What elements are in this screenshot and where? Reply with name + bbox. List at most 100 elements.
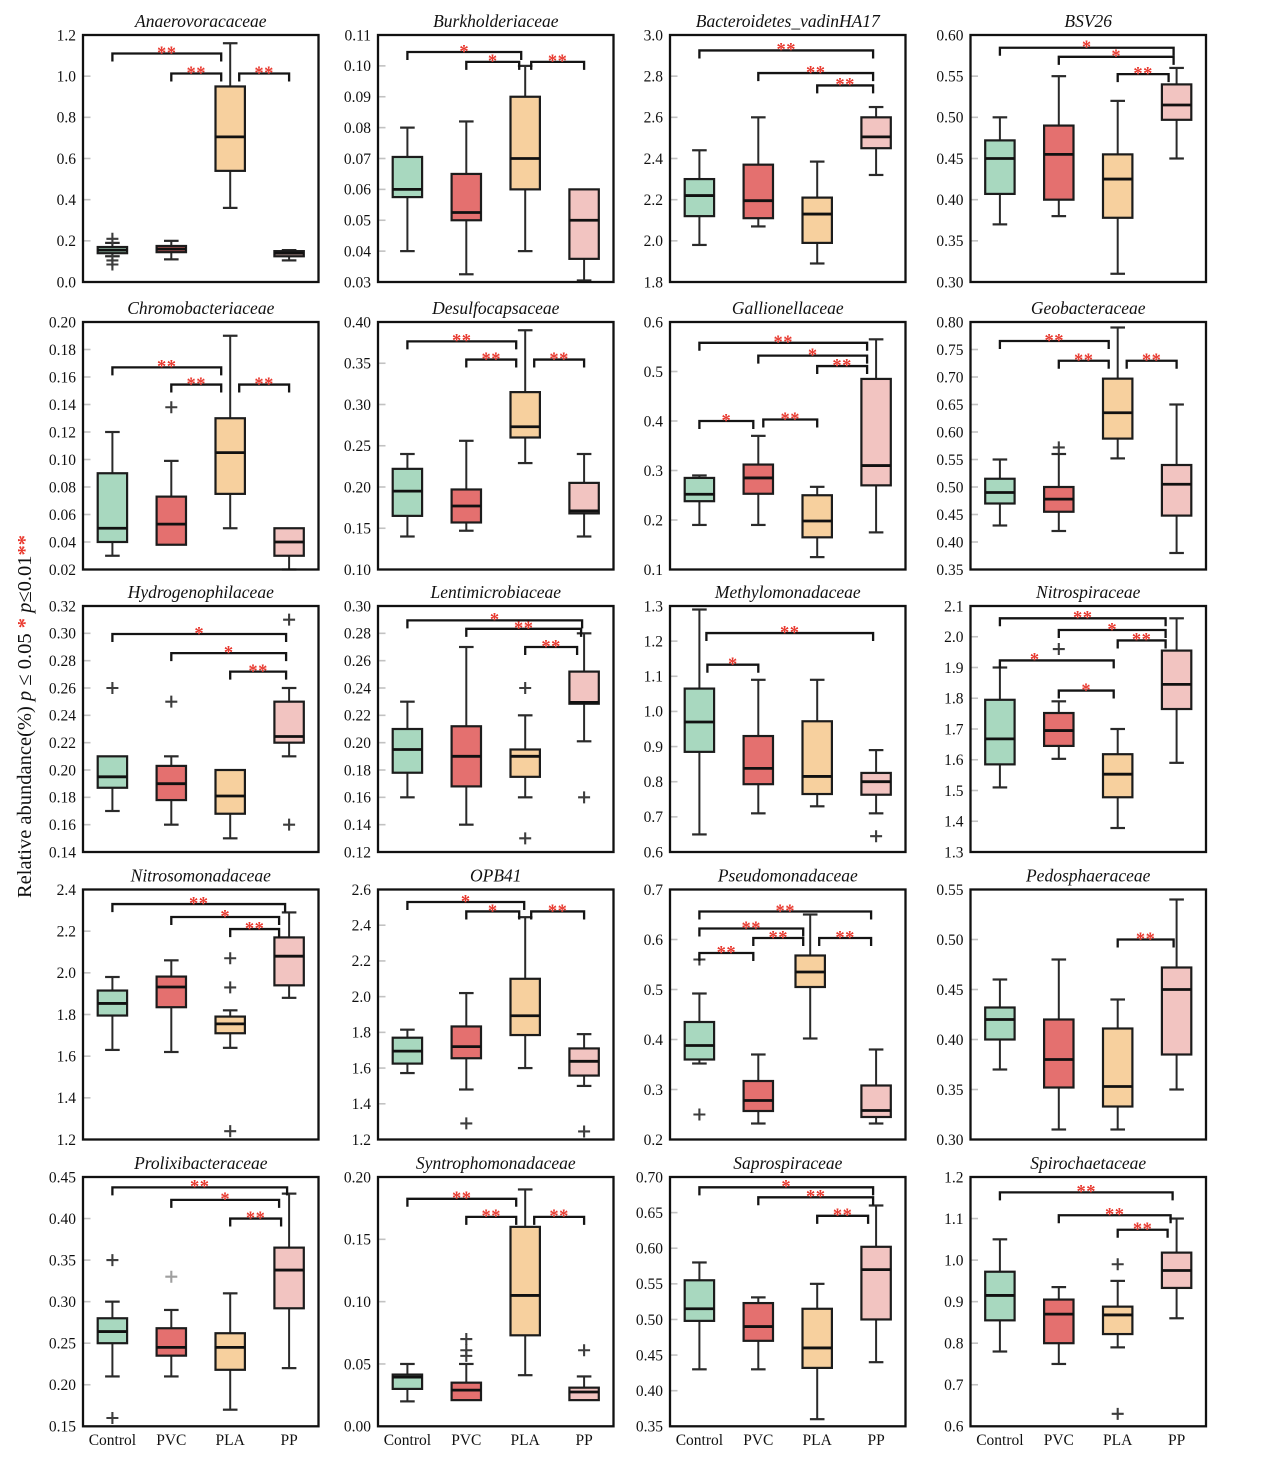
svg-text:**: ** bbox=[1073, 609, 1093, 629]
svg-text:PVC: PVC bbox=[156, 1432, 186, 1449]
svg-text:0.7: 0.7 bbox=[644, 882, 664, 899]
svg-text:0.20: 0.20 bbox=[344, 479, 371, 496]
svg-text:PLA: PLA bbox=[803, 1432, 833, 1449]
svg-text:0.08: 0.08 bbox=[49, 479, 76, 496]
svg-text:0.4: 0.4 bbox=[644, 1032, 664, 1049]
svg-text:0.00: 0.00 bbox=[344, 1419, 371, 1436]
svg-text:0.30: 0.30 bbox=[936, 274, 963, 291]
svg-text:Burkholderiaceae: Burkholderiaceae bbox=[433, 11, 559, 31]
svg-text:0.28: 0.28 bbox=[344, 626, 371, 643]
svg-text:0.45: 0.45 bbox=[49, 1169, 76, 1186]
svg-text:0.8: 0.8 bbox=[57, 110, 77, 127]
svg-text:**: ** bbox=[1074, 351, 1094, 371]
svg-text:*: * bbox=[488, 902, 498, 922]
svg-text:Nitrosomonadaceae: Nitrosomonadaceae bbox=[130, 866, 272, 886]
svg-text:2.2: 2.2 bbox=[352, 953, 371, 970]
svg-text:**: ** bbox=[776, 41, 796, 61]
svg-text:0.4: 0.4 bbox=[644, 413, 664, 430]
svg-text:**: ** bbox=[742, 919, 762, 939]
svg-text:0.40: 0.40 bbox=[936, 192, 963, 209]
svg-text:0.24: 0.24 bbox=[344, 680, 371, 697]
svg-text:0.14: 0.14 bbox=[344, 817, 371, 834]
svg-text:0.10: 0.10 bbox=[344, 562, 371, 579]
svg-text:**: ** bbox=[157, 358, 177, 378]
svg-text:0.04: 0.04 bbox=[49, 534, 76, 551]
svg-text:0.10: 0.10 bbox=[49, 452, 76, 469]
svg-text:0.20: 0.20 bbox=[49, 1377, 76, 1394]
svg-text:0.12: 0.12 bbox=[344, 844, 371, 861]
svg-text:**: ** bbox=[717, 943, 737, 963]
svg-text:*: * bbox=[1030, 651, 1040, 671]
svg-text:0.65: 0.65 bbox=[636, 1205, 663, 1222]
svg-text:0.6: 0.6 bbox=[644, 844, 664, 861]
svg-text:0.16: 0.16 bbox=[49, 369, 76, 386]
svg-text:2.4: 2.4 bbox=[644, 151, 664, 168]
svg-text:**: ** bbox=[773, 333, 793, 353]
svg-text:0.4: 0.4 bbox=[57, 192, 77, 209]
svg-text:0.8: 0.8 bbox=[644, 774, 664, 791]
svg-text:PP: PP bbox=[867, 1432, 884, 1449]
svg-text:**: ** bbox=[549, 1207, 569, 1227]
svg-text:Anaerovoracaceae: Anaerovoracaceae bbox=[134, 11, 267, 31]
svg-text:BSV26: BSV26 bbox=[1064, 11, 1112, 31]
svg-text:**: ** bbox=[1133, 1220, 1153, 1240]
svg-text:Hydrogenophilaceae: Hydrogenophilaceae bbox=[127, 582, 274, 602]
svg-text:*: * bbox=[1111, 47, 1121, 67]
svg-text:0.06: 0.06 bbox=[344, 182, 371, 199]
svg-text:1.3: 1.3 bbox=[944, 844, 964, 861]
svg-text:0.15: 0.15 bbox=[49, 1419, 76, 1436]
svg-text:1.0: 1.0 bbox=[644, 704, 664, 721]
svg-text:Prolixibacteraceae: Prolixibacteraceae bbox=[133, 1153, 268, 1173]
svg-text:Geobacteraceae: Geobacteraceae bbox=[1031, 298, 1146, 318]
svg-text:2.0: 2.0 bbox=[644, 233, 664, 250]
svg-text:**: ** bbox=[548, 52, 568, 72]
svg-text:1.2: 1.2 bbox=[644, 633, 663, 650]
svg-text:0.20: 0.20 bbox=[344, 1169, 371, 1186]
svg-text:PLA: PLA bbox=[216, 1432, 246, 1449]
svg-text:0.40: 0.40 bbox=[636, 1383, 663, 1400]
svg-text:1.6: 1.6 bbox=[57, 1048, 77, 1065]
svg-text:0.14: 0.14 bbox=[49, 844, 76, 861]
svg-text:*: * bbox=[488, 52, 498, 72]
svg-text:0.24: 0.24 bbox=[49, 708, 76, 725]
svg-text:**: ** bbox=[186, 375, 206, 395]
svg-text:PP: PP bbox=[1168, 1432, 1185, 1449]
svg-text:2.2: 2.2 bbox=[644, 192, 663, 209]
svg-text:**: ** bbox=[1076, 1183, 1096, 1203]
svg-text:Saprospiraceae: Saprospiraceae bbox=[733, 1153, 842, 1173]
svg-text:0.50: 0.50 bbox=[936, 932, 963, 949]
svg-text:1.4: 1.4 bbox=[944, 814, 964, 831]
svg-text:0.9: 0.9 bbox=[944, 1294, 964, 1311]
svg-text:0.80: 0.80 bbox=[936, 314, 963, 331]
svg-text:Control: Control bbox=[89, 1432, 136, 1449]
svg-text:Pedosphaeraceae: Pedosphaeraceae bbox=[1025, 866, 1151, 886]
svg-text:0.1: 0.1 bbox=[644, 562, 663, 579]
svg-text:3.0: 3.0 bbox=[644, 27, 664, 44]
svg-text:2.0: 2.0 bbox=[352, 989, 372, 1006]
svg-text:0.5: 0.5 bbox=[644, 982, 664, 999]
svg-text:**: ** bbox=[1045, 331, 1065, 351]
svg-text:0.22: 0.22 bbox=[49, 735, 76, 752]
svg-text:*: * bbox=[490, 611, 500, 631]
svg-text:Nitrospiraceae: Nitrospiraceae bbox=[1035, 582, 1141, 602]
svg-text:0.2: 0.2 bbox=[644, 1132, 663, 1149]
svg-text:PVC: PVC bbox=[451, 1432, 481, 1449]
svg-text:**: ** bbox=[806, 63, 826, 83]
svg-text:0.2: 0.2 bbox=[57, 233, 76, 250]
svg-text:0.50: 0.50 bbox=[636, 1312, 663, 1329]
svg-text:*: * bbox=[194, 624, 204, 644]
svg-text:**: ** bbox=[1132, 631, 1152, 651]
svg-text:0.60: 0.60 bbox=[636, 1241, 663, 1258]
svg-text:PVC: PVC bbox=[743, 1432, 773, 1449]
svg-text:0.03: 0.03 bbox=[344, 274, 371, 291]
svg-text:0.55: 0.55 bbox=[936, 68, 963, 85]
svg-text:1.3: 1.3 bbox=[644, 598, 664, 615]
svg-text:0.70: 0.70 bbox=[636, 1169, 663, 1186]
svg-text:**: ** bbox=[452, 332, 472, 352]
svg-text:0.7: 0.7 bbox=[644, 809, 664, 826]
svg-text:2.4: 2.4 bbox=[57, 882, 77, 899]
svg-text:**: ** bbox=[186, 64, 206, 84]
svg-text:0.30: 0.30 bbox=[344, 598, 371, 615]
svg-text:0.40: 0.40 bbox=[936, 1032, 963, 1049]
svg-text:PP: PP bbox=[575, 1432, 592, 1449]
